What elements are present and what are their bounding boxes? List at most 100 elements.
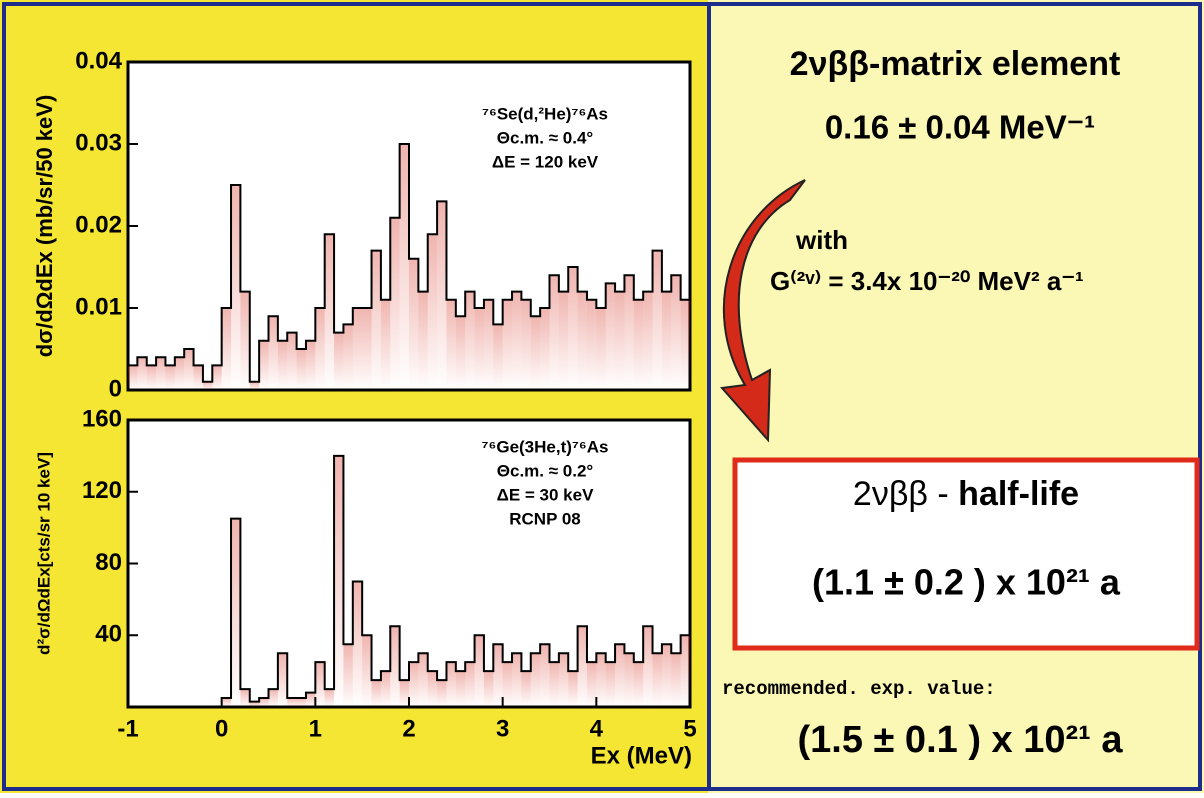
peak-fill xyxy=(615,644,625,707)
arrow xyxy=(720,179,806,443)
peak-fill xyxy=(390,626,400,707)
heading: 2νββ-matrix element xyxy=(790,45,1121,83)
peak-fill xyxy=(596,653,606,707)
peak-fill xyxy=(680,299,690,390)
peak-fill xyxy=(193,365,203,390)
peak-fill xyxy=(474,308,484,390)
peak-fill xyxy=(380,671,391,707)
peak-fill xyxy=(465,662,475,707)
peak-fill xyxy=(605,283,616,390)
x-tick-label: 2 xyxy=(402,715,415,742)
peak-fill xyxy=(493,644,503,707)
peak-fill xyxy=(633,299,644,390)
box-title-a: 2νββ - xyxy=(853,475,958,513)
peak-fill xyxy=(577,626,587,707)
charts: 0 0.01 0.02 0.03 0.04 dσ/dΩdEx (mb/sr/50 keV)… xyxy=(32,47,697,769)
annotation: RCNP 08 xyxy=(509,509,581,528)
with-label: with xyxy=(795,225,848,255)
peak-fill xyxy=(512,653,522,707)
x-tick-label: 4 xyxy=(590,715,604,742)
y-tick-label: 0.04 xyxy=(75,47,122,74)
peak-fill xyxy=(512,291,522,390)
y-tick-label: 80 xyxy=(95,549,122,576)
peak-fill xyxy=(437,680,447,707)
peak-fill xyxy=(409,662,419,707)
peak-fill xyxy=(324,234,335,390)
y-tick-label: 0.01 xyxy=(75,293,122,320)
peak-fill xyxy=(577,291,587,390)
peak-fill xyxy=(540,308,550,390)
peak-fill xyxy=(221,698,232,707)
peak-fill xyxy=(624,653,634,707)
x-tick-label: 5 xyxy=(683,715,696,742)
peak-fill xyxy=(596,308,606,390)
peak-fill xyxy=(296,698,306,707)
y-tick-label: 0 xyxy=(109,375,122,402)
x-tick-label: 1 xyxy=(309,715,322,742)
peak-fill xyxy=(549,275,559,390)
peak-fill xyxy=(652,250,662,390)
peak-fill xyxy=(530,316,541,390)
peak-fill xyxy=(643,291,653,390)
annotation: ⁷⁶Se(d,²He)⁷⁶As xyxy=(482,104,608,123)
y-tick-label: 40 xyxy=(95,621,122,648)
peak-fill xyxy=(165,365,175,390)
peak-fill xyxy=(643,626,653,707)
peak-fill xyxy=(474,635,484,707)
peak-fill xyxy=(502,299,513,390)
peak-fill xyxy=(624,275,634,390)
peak-fill xyxy=(652,653,662,707)
recommended-label: recommended. exp. value: xyxy=(722,678,996,700)
peak-fill xyxy=(418,291,428,390)
peak-fill xyxy=(287,698,297,707)
peak-fill xyxy=(633,662,644,707)
peak-fill xyxy=(296,349,306,390)
peak-fill xyxy=(521,671,531,707)
peak-fill xyxy=(184,349,194,390)
spectrum-line xyxy=(128,143,690,383)
peak-fill xyxy=(287,332,297,390)
peak-fill xyxy=(615,291,625,390)
peak-fill xyxy=(268,316,278,390)
peak-fill xyxy=(540,644,550,707)
peak-fill xyxy=(343,324,353,390)
peak-fill xyxy=(446,299,456,390)
peak-fill xyxy=(558,653,569,707)
right-panel: 2νββ-matrix element 0.16 ± 0.04 MeV⁻¹ wi… xyxy=(720,45,1200,761)
peak-fill xyxy=(390,217,400,390)
peak-fill xyxy=(362,635,372,707)
peak-fill xyxy=(371,680,381,707)
peak-fill xyxy=(249,381,260,390)
peak-fill xyxy=(465,291,475,390)
y-axis-label: d²σ/dΩdEx[cts/sr 10 keV] xyxy=(34,452,53,655)
peak-fill xyxy=(380,299,391,390)
peak-fill xyxy=(418,653,428,707)
peak-fill xyxy=(399,144,409,390)
box-title-b: half-life xyxy=(958,475,1079,513)
peak-fill xyxy=(334,455,344,707)
peak-fill xyxy=(605,662,616,707)
annotation: Θc.m. ≈ 0.4° xyxy=(497,128,594,147)
peak-fill xyxy=(324,689,335,707)
y-tick-label: 160 xyxy=(82,405,122,432)
peak-fill xyxy=(212,365,222,390)
peak-fill xyxy=(315,308,325,390)
matrix-element: 0.16 ± 0.04 MeV⁻¹ xyxy=(825,109,1095,146)
peak-fill xyxy=(277,653,288,707)
phase-space: G⁽²ᵛ⁾ = 3.4x 10⁻²⁰ MeV² a⁻¹ xyxy=(770,266,1084,296)
x-axis-label: Ex (MeV) xyxy=(591,742,692,769)
peak-fill xyxy=(399,680,409,707)
peak-fill xyxy=(315,662,325,707)
peak-fill xyxy=(549,662,559,707)
y-axis-label: dσ/dΩdEx (mb/sr/50 keV) xyxy=(32,95,57,358)
peak-fill xyxy=(268,689,278,707)
y-tick-label: 0.02 xyxy=(75,211,122,238)
peak-fill xyxy=(446,662,456,707)
peak-fill xyxy=(427,234,438,390)
y-tick-label: 120 xyxy=(82,477,122,504)
peak-fill xyxy=(661,291,672,390)
peak-fill xyxy=(586,662,597,707)
peak-fill xyxy=(371,250,381,390)
peak-fill xyxy=(586,299,597,390)
